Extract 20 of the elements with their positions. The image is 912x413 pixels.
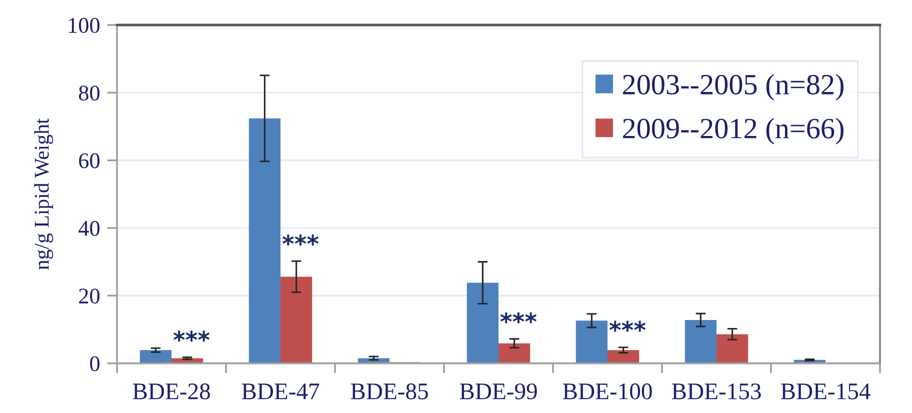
y-tick-label: 0 [90,356,100,372]
y-tick-label: 100 [68,18,100,33]
x-tick-label: BDE-28 [132,383,210,400]
y-axis-title: ng/g Lipid Weight [34,118,54,270]
x-tick-label: BDE-85 [350,383,428,400]
y-tick-label: 80 [78,86,100,101]
x-tick-label: BDE-100 [562,383,652,400]
y-tick-label: 40 [78,220,100,236]
legend-label: 2003--2005 (n=82) [623,74,844,100]
annotation: *** [282,234,319,246]
annotation: *** [173,330,210,342]
annotation: *** [500,312,537,324]
legend-label: 2009--2012 (n=66) [623,118,844,144]
annotation: *** [609,320,646,332]
x-tick-label: BDE-47 [242,384,320,400]
x-tick-label: BDE-99 [460,383,537,400]
x-tick-label: BDE-153 [672,383,761,400]
x-tick-label: BDE-154 [780,384,870,400]
y-tick-label: 60 [79,153,100,168]
y-tick-label: 20 [79,288,100,304]
